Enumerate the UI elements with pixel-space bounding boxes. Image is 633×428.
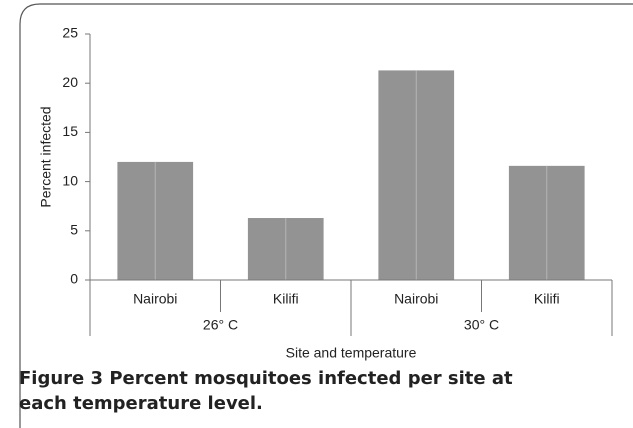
y-tick-label: 10 [62,172,78,188]
x-tick-label: Kilifi [273,291,299,307]
y-tick-label: 25 [62,25,78,41]
y-tick-label: 20 [62,74,78,90]
y-tick-label: 5 [70,222,78,238]
y-tick-label: 0 [70,271,78,287]
x-tick-label: Nairobi [394,291,438,307]
caption-text: Percent mosquitoes infected per site at … [19,368,513,414]
y-tick-label: 15 [62,123,78,139]
x-tick-label: Kilifi [534,291,560,307]
caption: Figure 3 Percent mosquitoes infected per… [19,366,559,416]
caption-label: Figure 3 [19,368,104,389]
x-axis-label: Site and temperature [286,345,417,361]
group-label: 30° C [464,317,499,333]
group-label: 26° C [203,317,238,333]
frame [19,3,633,428]
y-axis-label: Percent infected [38,106,54,207]
x-tick-label: Nairobi [133,291,177,307]
